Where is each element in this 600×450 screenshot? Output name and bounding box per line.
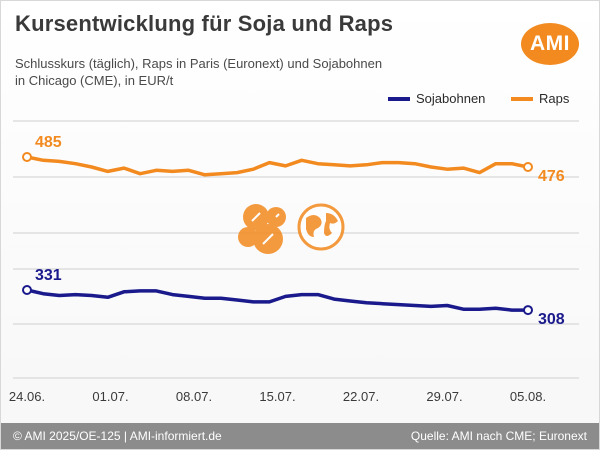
series-raps	[22, 152, 533, 177]
legend-item-sojabohnen: Sojabohnen	[388, 91, 485, 106]
chart-title: Kursentwicklung für Soja und Raps	[15, 11, 394, 36]
x-tick-label: 15.07.	[259, 389, 295, 404]
footer-copyright: © AMI 2025/OE-125 | AMI-informiert.de	[13, 429, 222, 443]
start-label-raps: 485	[35, 134, 62, 151]
end-marker-sojabohnen	[523, 305, 533, 316]
x-tick-label: 29.07.	[426, 389, 462, 404]
x-tick-label: 24.06.	[9, 389, 45, 404]
legend-swatch-raps	[511, 96, 533, 101]
subtitle-line-2: in Chicago (CME), in EUR/t	[15, 73, 174, 88]
globe-icon	[297, 203, 345, 251]
x-tick-label: 01.07.	[92, 389, 128, 404]
end-marker-raps	[523, 162, 533, 172]
grid-lines	[13, 120, 579, 379]
legend-item-raps: Raps	[511, 91, 569, 106]
chart-subtitle: Schlusskurs (täglich), Raps in Paris (Eu…	[15, 55, 435, 89]
start-marker-sojabohnen	[22, 285, 32, 295]
series-sojabohnen	[22, 285, 533, 316]
leaf-cluster-icon	[238, 204, 286, 254]
end-label-sojabohnen: 308	[538, 311, 565, 328]
agriculture-emblem	[238, 203, 345, 254]
line-raps	[25, 155, 530, 177]
subtitle-line-1: Schlusskurs (täglich), Raps in Paris (Eu…	[15, 56, 383, 71]
footer-source: Quelle: AMI nach CME; Euronext	[410, 429, 587, 443]
start-label-sojabohnen: 331	[35, 267, 62, 284]
x-axis: 24.06. 01.07. 08.07. 15.07. 22.07. 29.07. 05.0…	[9, 389, 546, 404]
data-labels: 485 476 331 308	[35, 134, 565, 328]
start-marker-raps	[22, 152, 32, 162]
legend-label-raps: Raps	[539, 91, 570, 106]
end-label-raps: 476	[538, 168, 565, 185]
x-tick-label: 05.08.	[510, 389, 546, 404]
legend-label-sojabohnen: Sojabohnen	[416, 91, 486, 106]
x-tick-label: 22.07.	[343, 389, 379, 404]
line-sojabohnen	[25, 288, 530, 312]
ami-logo: AMI	[521, 23, 579, 65]
footer-bar: © AMI 2025/OE-125 | AMI-informiert.de Qu…	[1, 423, 599, 449]
line-chart: 485 476 331 308 24.06. 01.07. 08.07. 15.07. 22.…	[9, 120, 579, 404]
x-tick-label: 08.07.	[176, 389, 212, 404]
legend-swatch-sojabohnen	[388, 96, 410, 101]
